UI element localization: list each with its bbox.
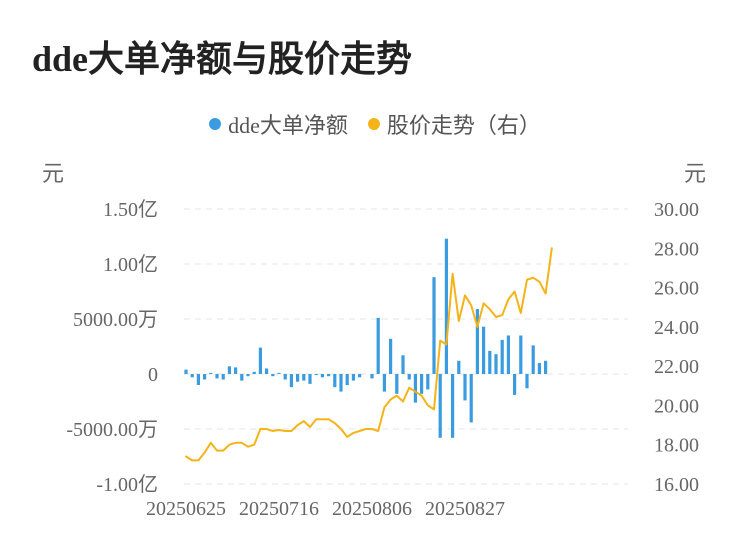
legend-label-dde: dde大单净额 xyxy=(228,113,348,138)
legend-dot-price-icon xyxy=(367,118,380,130)
bar-dde xyxy=(302,374,306,381)
bar-dde xyxy=(258,347,262,374)
bar-dde xyxy=(382,374,386,392)
bar-dde xyxy=(531,345,535,374)
bar-dde xyxy=(265,368,269,374)
legend-item-price[interactable]: 股价走势（右） xyxy=(367,108,541,140)
right-tick-label: 20.00 xyxy=(654,395,699,417)
right-tick-label: 30.00 xyxy=(654,199,699,221)
bar-dde xyxy=(537,363,541,374)
x-tick-label: 20250625 xyxy=(146,498,226,520)
bar-dde xyxy=(345,374,349,385)
bar-dde xyxy=(401,355,405,374)
bar-dde xyxy=(221,374,225,380)
bar-dde xyxy=(283,374,287,380)
bar-dde xyxy=(438,374,442,438)
bar-dde xyxy=(246,374,250,377)
bar-dde xyxy=(451,374,455,438)
bar-dde xyxy=(488,350,492,374)
bar-dde xyxy=(544,360,548,374)
bar-dde xyxy=(358,374,362,378)
bar-dde xyxy=(444,238,448,374)
x-tick-label: 20250827 xyxy=(425,498,505,520)
bar-dde xyxy=(513,374,517,395)
bar-dde xyxy=(215,374,219,379)
left-tick-label: 0 xyxy=(148,364,158,386)
bar-dde xyxy=(351,374,355,381)
bar-dde xyxy=(407,374,411,380)
bar-dde xyxy=(203,374,207,380)
right-axis-unit: 元 xyxy=(684,161,707,186)
bar-dde xyxy=(494,354,498,374)
bar-dde xyxy=(308,374,312,384)
page-title: dde大单净额与股价走势 xyxy=(32,39,413,79)
chart-legend: dde大单净额 股价走势（右） xyxy=(0,108,750,140)
bar-dde xyxy=(271,374,275,377)
bar-dde xyxy=(395,374,399,394)
legend-item-dde[interactable]: dde大单净额 xyxy=(209,108,348,140)
bar-dde xyxy=(252,371,256,374)
bar-dde xyxy=(432,277,436,374)
bar-dde xyxy=(376,317,380,374)
bar-dde xyxy=(327,374,331,377)
bar-dde xyxy=(420,374,424,394)
x-tick-label: 20250806 xyxy=(332,498,412,520)
left-tick-label: 5000.00万 xyxy=(73,309,158,331)
bar-dde xyxy=(240,374,244,381)
right-tick-label: 28.00 xyxy=(654,238,699,260)
right-tick-label: 26.00 xyxy=(654,278,699,300)
left-tick-label: 1.50亿 xyxy=(103,198,158,221)
bar-dde xyxy=(277,372,281,374)
bar-dde xyxy=(314,374,318,376)
right-tick-label: 24.00 xyxy=(654,317,699,339)
bar-dde xyxy=(227,366,231,374)
bar-dde xyxy=(234,367,238,374)
bar-dde xyxy=(469,374,473,423)
line-price xyxy=(185,247,553,462)
bar-dde xyxy=(333,374,337,388)
bar-dde xyxy=(457,360,461,374)
legend-dot-dde-icon xyxy=(209,118,222,130)
bar-dde xyxy=(482,326,486,374)
bar-dde xyxy=(426,374,430,390)
bar-dde xyxy=(196,374,200,385)
bar-dde xyxy=(519,335,523,374)
right-tick-label: 22.00 xyxy=(654,356,699,378)
bar-dde xyxy=(413,374,417,403)
right-tick-label: 16.00 xyxy=(654,474,699,496)
bar-dde xyxy=(209,372,213,374)
bar-dde xyxy=(289,374,293,388)
left-tick-label: 1.00亿 xyxy=(103,253,158,276)
right-tick-label: 18.00 xyxy=(654,435,699,457)
bar-dde xyxy=(525,374,529,389)
bar-dde xyxy=(370,374,374,379)
bar-dde xyxy=(475,309,479,374)
bar-dde xyxy=(184,369,188,374)
legend-label-price: 股价走势（右） xyxy=(386,113,541,138)
left-axis-unit: 元 xyxy=(42,161,65,186)
bar-dde xyxy=(296,374,300,382)
left-tick-label: -5000.00万 xyxy=(66,419,158,441)
bar-dde xyxy=(320,374,324,378)
bar-dde xyxy=(500,339,504,374)
bar-dde xyxy=(506,335,510,374)
bar-dde xyxy=(463,374,467,401)
bar-dde xyxy=(339,374,343,392)
bar-dde xyxy=(190,374,194,378)
x-tick-label: 20250716 xyxy=(239,498,319,520)
bar-dde xyxy=(389,338,393,374)
left-tick-label: -1.00亿 xyxy=(96,473,158,496)
